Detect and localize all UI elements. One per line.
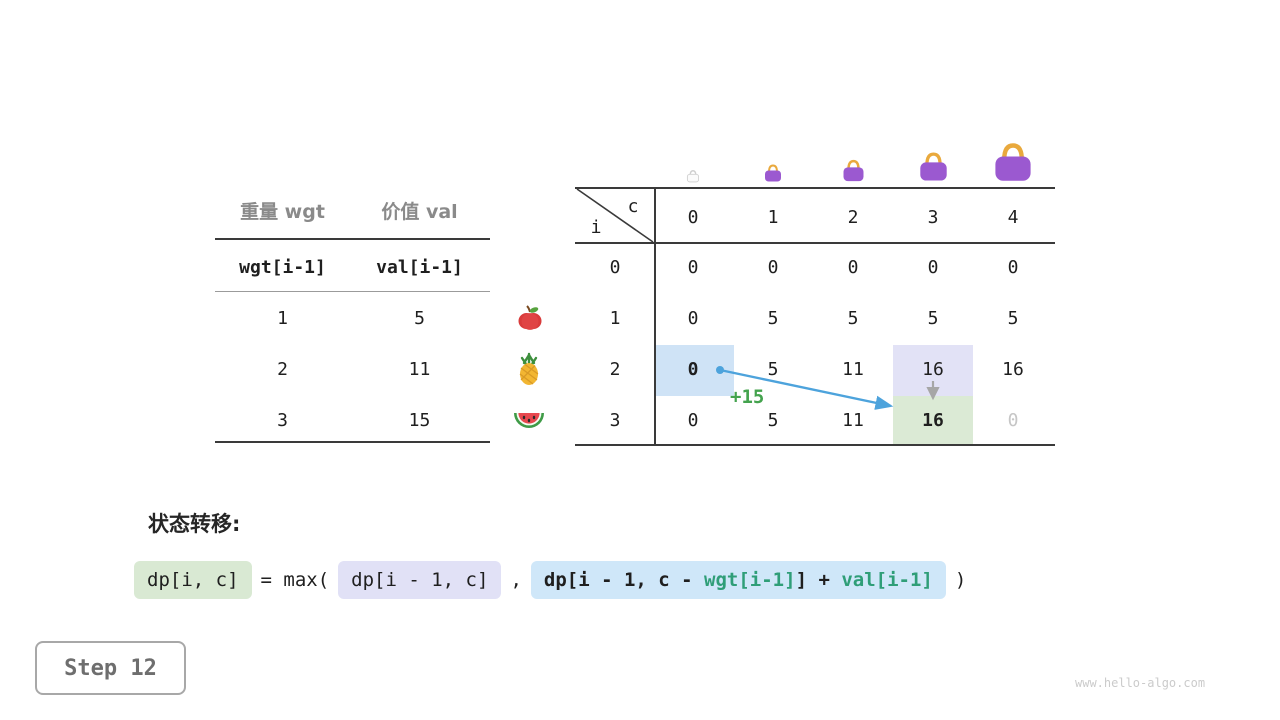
dp-table-top-border [575,187,1055,189]
item-3-value: 15 [408,410,431,431]
dp-table-header-divider [575,242,1055,244]
items-table-var-divider [215,291,490,292]
dp-cell-0-2: 0 [847,257,859,278]
bag-icon-large [920,152,947,181]
items-table-bottom-divider [215,441,490,443]
formula-option2-value: val[i-1] [841,569,933,591]
items-table-header-divider [215,238,490,240]
formula-option2-weight: wgt[i-1] [704,569,796,591]
formula-option1-box: dp[i - 1, c] [338,561,502,599]
bag-icon-xlarge [995,143,1031,181]
highlight-target-cell-green [893,396,973,444]
dp-row-header-2: 2 [609,359,621,380]
dp-cell-2-0: 0 [687,359,699,380]
dp-cell-1-0: 0 [687,308,699,329]
apple-icon [518,305,542,330]
dp-cell-3-0: 0 [687,410,699,431]
step-indicator: Step 12 [35,641,186,695]
state-transition-label: 状态转移: [148,512,241,536]
watermelon-icon [514,413,544,428]
dp-cell-3-1: 5 [767,410,779,431]
dp-cell-1-2: 5 [847,308,859,329]
item-1-weight: 1 [277,308,288,329]
item-2-value: 11 [408,359,431,380]
dp-col-header-3: 3 [927,207,939,228]
dp-row-header-3: 3 [609,410,621,431]
item-2-weight: 2 [277,359,288,380]
dp-cell-3-2: 11 [842,410,864,431]
dp-cell-1-1: 5 [767,308,779,329]
corner-diagonal-line [576,188,654,243]
transition-arrows [716,366,940,410]
dp-cell-0-1: 0 [767,257,779,278]
pineapple-icon [519,352,539,385]
formula-option2-box: dp[i - 1, c - wgt[i-1]] + val[i-1] [530,561,946,599]
dp-cell-2-1: 5 [767,359,779,380]
dp-cell-3-4: 0 [1007,410,1019,431]
empty-bag-icon [686,170,700,183]
take-item-arrow [719,368,894,410]
dp-col-header-4: 4 [1007,207,1019,228]
dp-row-header-1: 1 [609,308,621,329]
dp-cell-0-3: 0 [927,257,939,278]
dp-cell-2-4: 16 [1002,359,1024,380]
items-table-value-var: val[i-1] [376,257,463,278]
item-3-weight: 3 [277,410,288,431]
dp-corner-row-var: i [590,217,602,238]
items-table-weight-var: wgt[i-1] [239,257,326,278]
items-table-weight-header: 重量 wgt [240,201,325,223]
dp-cell-0-0: 0 [687,257,699,278]
dp-cell-0-4: 0 [1007,257,1019,278]
formula-lhs-box: dp[i, c] [134,561,252,599]
dp-col-header-1: 1 [767,207,779,228]
dp-cell-2-3: 16 [922,359,944,380]
dp-cell-2-2: 11 [842,359,864,380]
dp-cell-1-3: 5 [927,308,939,329]
formula-close-paren: ) [954,569,967,591]
dp-cell-3-3: 16 [922,410,944,431]
dp-cell-1-4: 5 [1007,308,1019,329]
plus-value-label: +15 [730,386,765,408]
watermark: www.hello-algo.com [1075,676,1206,690]
formula-equals-max: = max( [260,569,330,591]
dp-col-header-0: 0 [687,207,699,228]
formula-comma: , [510,569,522,591]
dp-corner-col-var: c [627,196,639,217]
item-1-value: 5 [414,308,425,329]
dp-col-header-2: 2 [847,207,859,228]
dp-table-vertical-divider [654,187,656,446]
formula-option2-mid: ] + [795,569,842,591]
bag-icon-small [765,164,781,182]
bag-icon-medium [843,159,864,182]
formula-option2-prefix: dp[i - 1, c - [543,569,705,591]
dp-table-bottom-border [575,444,1055,446]
items-table-value-header: 价值 val [381,201,458,223]
transition-formula: dp[i, c] = max( dp[i - 1, c] , dp[i - 1,… [134,561,975,599]
dp-row-header-0: 0 [609,257,621,278]
